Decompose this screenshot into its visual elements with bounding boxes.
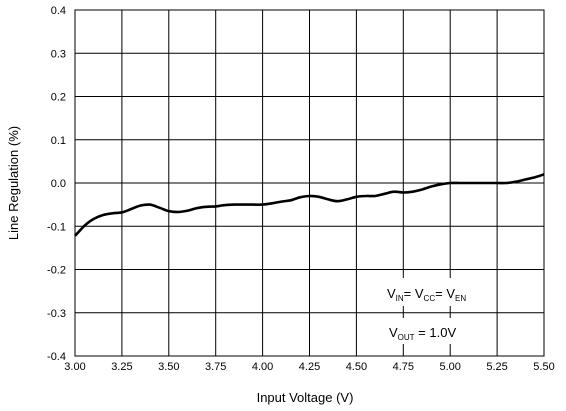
x-tick-label: 4.50 (346, 361, 367, 373)
y-tick-label: 0.0 (51, 178, 66, 190)
x-tick-label: 4.00 (252, 361, 273, 373)
svg-text:VIN= VCC= VEN: VIN= VCC= VEN (387, 286, 466, 303)
x-tick-label: 3.75 (205, 361, 226, 373)
tick-labels: 3.00 3.25 3.50 3.75 4.00 4.25 4.50 4.75 5.00 5.25… (47, 5, 555, 373)
y-tick-label: -0.3 (47, 308, 66, 320)
annot-vin-s2: CC (424, 294, 436, 303)
annot-vin-v1: V (387, 286, 396, 301)
y-axis-title: Line Regulation (%) (6, 126, 21, 240)
annotation-vin: VIN= VCC= VEN (378, 278, 494, 306)
x-tick-label: 4.25 (299, 361, 320, 373)
y-tick-label: 0.3 (51, 48, 66, 60)
x-tick-label: 5.00 (439, 361, 460, 373)
plot-frame (74, 9, 545, 357)
y-tick-label: -0.2 (47, 265, 66, 277)
series-line (74, 173, 545, 237)
annot-vout-rest: = 1.0V (415, 325, 457, 340)
x-tick-label: 5.25 (486, 361, 507, 373)
x-tick-label: 3.50 (158, 361, 179, 373)
annot-vin-v2: = V (404, 286, 424, 301)
x-axis-title: Input Voltage (V) (257, 390, 354, 405)
x-tick-label: 5.50 (533, 361, 554, 373)
x-tick-label: 3.25 (111, 361, 132, 373)
annot-vin-s3: EN (455, 294, 466, 303)
x-tick-label: 3.00 (64, 361, 85, 373)
annot-vin-s1: IN (396, 294, 404, 303)
y-tick-label: -0.4 (47, 351, 66, 363)
annot-vout-v: V (389, 325, 398, 340)
annot-vout-s: OUT (398, 333, 415, 342)
y-tick-label: 0.1 (51, 135, 66, 147)
y-tick-label: -0.1 (47, 221, 66, 233)
svg-text:VOUT = 1.0V: VOUT = 1.0V (389, 325, 456, 342)
y-tick-label: 0.4 (51, 5, 66, 17)
x-tick-label: 4.75 (393, 361, 414, 373)
y-tick-label: 0.2 (51, 92, 66, 104)
annot-vin-v3: = V (435, 286, 455, 301)
annotation-vout: VOUT = 1.0V (380, 318, 470, 344)
